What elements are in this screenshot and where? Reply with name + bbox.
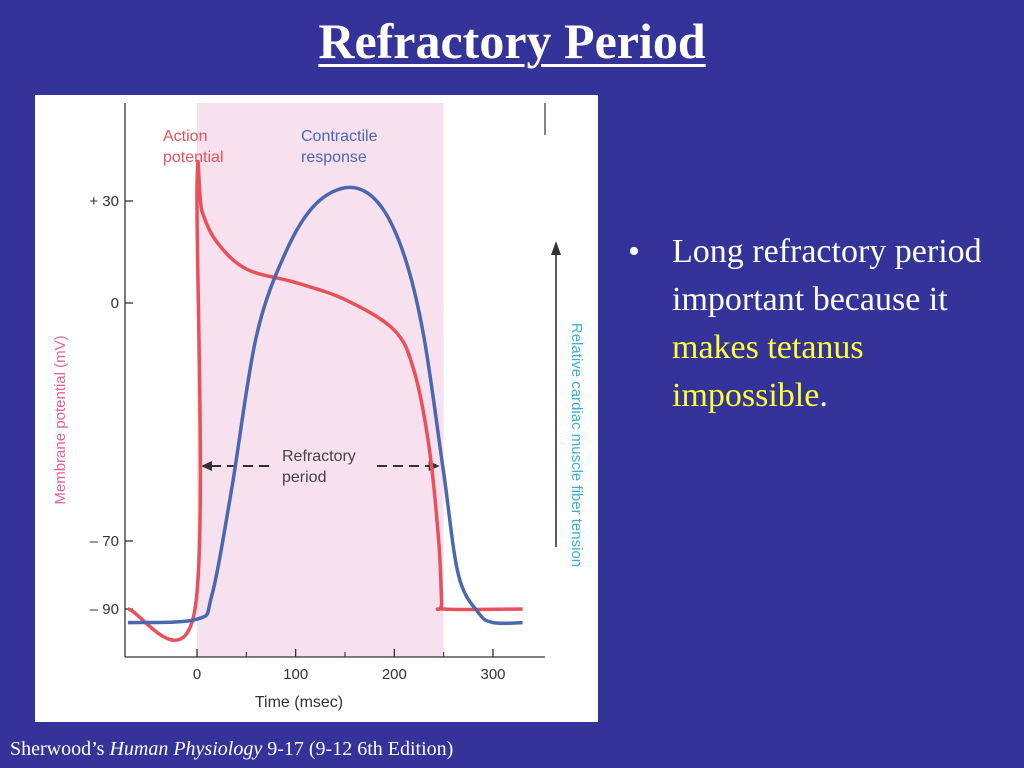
slide-title-text: Refractory Period [318, 13, 706, 69]
x-axis-label: Time (msec) [255, 694, 343, 711]
arrowhead-left-icon [201, 461, 212, 471]
citation-book-title: Human Physiology [109, 738, 263, 760]
action-potential-line [127, 159, 523, 642]
refractory-period-label-line2: period [282, 469, 326, 486]
x-tick-label: 100 [283, 666, 308, 683]
y-tick-label: + 30 [89, 193, 119, 210]
citation-suffix: 9-17 (9-12 6th Edition) [262, 738, 454, 760]
contractile-response-label-line2: response [301, 149, 367, 166]
tension-arrowhead-icon [551, 241, 561, 255]
slide-title: Refractory Period [0, 10, 1024, 72]
action-potential-label-line1: Action [163, 128, 207, 145]
bullet-text-end: . [819, 377, 828, 414]
bullet-list: • Long refractory period important becau… [628, 228, 1008, 420]
figure-panel: + 30 0 – 70 – 90 0 100 200 300 Action potential… [35, 95, 598, 722]
x-tick-label: 0 [193, 666, 201, 683]
chart-labels: Action potential Contractile response Re… [52, 128, 585, 711]
contractile-response-line [127, 185, 523, 626]
bullet-text-highlight: makes tetanus impossible [672, 329, 864, 414]
bullet-item: • Long refractory period important becau… [628, 228, 1008, 420]
action-potential-label-line2: potential [163, 149, 224, 166]
y-tick-label: 0 [111, 295, 119, 312]
y-axis-label: Membrane potential (mV) [52, 335, 69, 504]
citation: Sherwood’s Human Physiology 9-17 (9-12 6… [10, 736, 453, 762]
refractory-period-label-line1: Refractory [282, 448, 356, 465]
bullet-marker: • [628, 233, 640, 270]
refractory-chart: + 30 0 – 70 – 90 0 100 200 300 Action potential… [52, 103, 585, 711]
x-tick-label: 200 [382, 666, 407, 683]
contractile-response-label-line1: Contractile [301, 128, 378, 145]
refractory-band [197, 103, 444, 657]
x-tick-label: 300 [480, 666, 505, 683]
bullet-text: Long refractory period important because… [672, 228, 1008, 420]
y-tick-label: – 90 [90, 601, 119, 618]
y-tick-label: – 70 [90, 533, 119, 550]
citation-prefix: Sherwood’s [10, 738, 110, 760]
right-axis-label: Relative cardiac muscle fiber tension [568, 323, 585, 567]
bullet-text-plain: Long refractory period important because… [672, 233, 982, 318]
